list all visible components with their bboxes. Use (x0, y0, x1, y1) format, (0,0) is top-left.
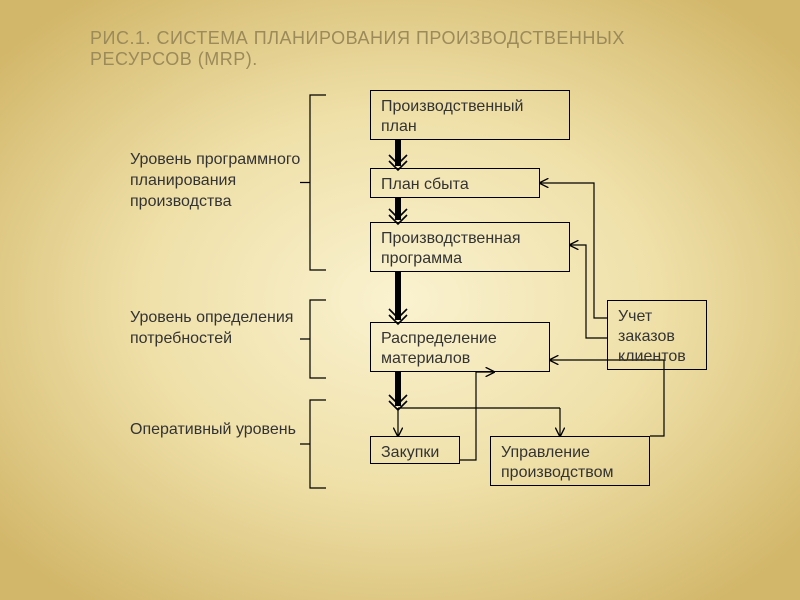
node-label: Управление производством (501, 444, 613, 481)
node-label: Распределение материалов (381, 330, 497, 367)
node-label: План сбыта (381, 176, 469, 193)
node-production-plan: Производственный план (370, 90, 570, 140)
node-material-alloc: Распределение материалов (370, 322, 550, 372)
level-label-3: Оперативный уровень (130, 420, 300, 441)
node-procurement: Закупки (370, 436, 460, 464)
node-production-program: Производственная программа (370, 222, 570, 272)
node-customer-orders: Учет заказов клиентов (607, 300, 707, 370)
node-sales-plan: План сбыта (370, 168, 540, 198)
node-prod-management: Управление производством (490, 436, 650, 486)
node-label: Производственная программа (381, 230, 521, 267)
level-label-1: Уровень программного планирования произв… (130, 150, 310, 212)
level-label-2: Уровень определения потребностей (130, 308, 300, 350)
node-label: Производственный план (381, 98, 523, 135)
figure-title: РИС.1. СИСТЕМА ПЛАНИРОВАНИЯ ПРОИЗВОДСТВЕ… (90, 28, 710, 70)
node-label: Закупки (381, 444, 439, 461)
node-label: Учет заказов клиентов (618, 308, 686, 365)
